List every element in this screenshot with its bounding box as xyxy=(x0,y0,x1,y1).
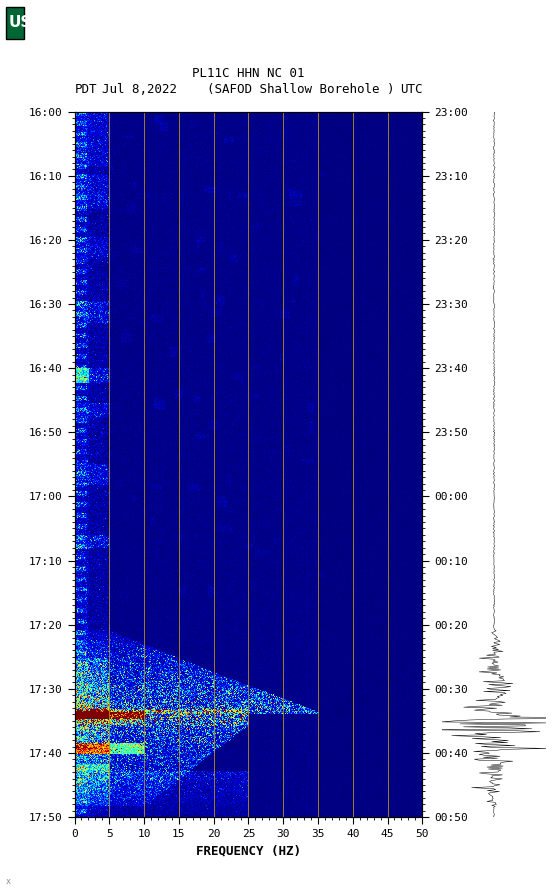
Text: PDT: PDT xyxy=(75,82,97,96)
Text: USGS: USGS xyxy=(9,15,56,30)
Text: UTC: UTC xyxy=(400,82,422,96)
Text: Jul 8,2022    (SAFOD Shallow Borehole ): Jul 8,2022 (SAFOD Shallow Borehole ) xyxy=(102,82,395,96)
X-axis label: FREQUENCY (HZ): FREQUENCY (HZ) xyxy=(196,845,301,857)
Text: PL11C HHN NC 01: PL11C HHN NC 01 xyxy=(192,67,305,80)
Text: x: x xyxy=(6,877,10,886)
FancyBboxPatch shape xyxy=(6,6,24,38)
